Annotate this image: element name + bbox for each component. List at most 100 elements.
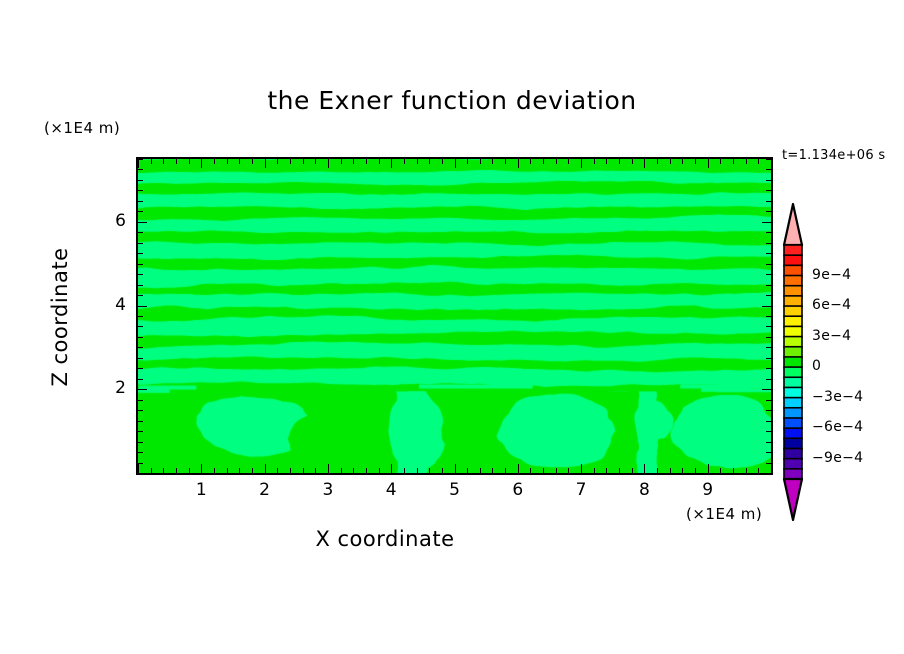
x-tick-top bbox=[606, 159, 608, 164]
x-tick bbox=[581, 464, 583, 473]
y-tick-right bbox=[766, 410, 771, 412]
y-axis-title: Z coordinate bbox=[48, 247, 72, 387]
x-tick bbox=[479, 468, 481, 473]
y-tick bbox=[138, 441, 143, 443]
y-tick bbox=[138, 336, 143, 338]
y-tick-right bbox=[766, 378, 771, 380]
colorbar-tick-label: 6e−4 bbox=[812, 297, 852, 314]
x-tick-top bbox=[315, 159, 317, 164]
x-tick-top bbox=[657, 159, 659, 164]
x-tick bbox=[138, 464, 139, 473]
y-tick-right bbox=[766, 357, 771, 359]
y-tick bbox=[138, 473, 143, 474]
x-tick-top bbox=[745, 159, 747, 164]
x-tick-top bbox=[720, 159, 722, 164]
x-tick-top bbox=[277, 159, 279, 164]
x-tick bbox=[188, 468, 190, 473]
x-tick bbox=[416, 468, 418, 473]
x-tick bbox=[771, 464, 772, 473]
y-tick-right bbox=[766, 263, 771, 265]
y-tick bbox=[138, 316, 143, 317]
y-tick-right bbox=[766, 169, 771, 171]
x-tick-top bbox=[733, 159, 735, 164]
x-tick-top bbox=[403, 159, 405, 164]
x-tick-label: 4 bbox=[385, 480, 397, 500]
x-tick-top bbox=[188, 159, 190, 164]
x-tick bbox=[631, 468, 633, 473]
colorbar bbox=[779, 203, 807, 521]
x-tick-top bbox=[568, 159, 570, 164]
y-tick bbox=[138, 263, 143, 265]
x-tick-top bbox=[201, 159, 203, 168]
x-tick-top bbox=[543, 159, 545, 164]
colorbar-tick-label: 0 bbox=[812, 358, 822, 375]
x-tick bbox=[340, 468, 342, 473]
x-tick bbox=[264, 464, 266, 473]
colorbar-tick-label: 9e−4 bbox=[812, 266, 852, 283]
x-tick-top bbox=[492, 159, 494, 164]
x-tick bbox=[657, 468, 659, 473]
y-tick bbox=[138, 420, 143, 422]
x-tick-label: 6 bbox=[512, 480, 524, 500]
x-tick-top bbox=[505, 159, 507, 164]
y-tick-label: 2 bbox=[115, 378, 126, 399]
y-tick-right bbox=[766, 253, 771, 255]
plot-area bbox=[136, 157, 773, 475]
x-tick bbox=[441, 468, 443, 473]
x-tick bbox=[619, 468, 621, 473]
y-tick bbox=[138, 389, 147, 391]
x-tick bbox=[758, 468, 760, 473]
colorbar-tick-label: −6e−4 bbox=[812, 419, 864, 436]
x-tick-top bbox=[682, 159, 684, 164]
x-tick-top bbox=[391, 159, 393, 168]
y-tick-right bbox=[766, 211, 771, 213]
x-tick bbox=[467, 468, 469, 473]
x-tick bbox=[492, 468, 494, 473]
y-tick bbox=[138, 357, 143, 359]
y-tick-label: 6 bbox=[115, 210, 126, 231]
x-tick bbox=[403, 468, 405, 473]
x-tick bbox=[201, 464, 203, 473]
x-tick-top bbox=[163, 159, 165, 164]
x-tick bbox=[644, 464, 646, 473]
x-tick bbox=[391, 464, 393, 473]
y-tick-right bbox=[766, 473, 771, 474]
x-tick bbox=[429, 468, 431, 473]
y-tick bbox=[138, 431, 143, 433]
x-tick-top bbox=[644, 159, 646, 168]
x-tick-top bbox=[479, 159, 481, 164]
x-tick-top bbox=[771, 159, 772, 168]
x-tick-top bbox=[593, 159, 595, 164]
x-tick-label: 9 bbox=[702, 480, 714, 500]
x-tick-top bbox=[669, 159, 671, 164]
x-tick bbox=[378, 468, 380, 473]
x-tick-top bbox=[517, 159, 519, 168]
y-tick-right bbox=[766, 336, 771, 338]
y-tick bbox=[138, 368, 143, 370]
y-tick bbox=[138, 452, 143, 454]
x-tick bbox=[682, 468, 684, 473]
y-tick-right bbox=[762, 221, 771, 223]
x-tick-top bbox=[138, 159, 139, 168]
x-tick-top bbox=[213, 159, 215, 164]
x-tick bbox=[606, 468, 608, 473]
y-tick-right bbox=[766, 347, 771, 349]
x-tick-top bbox=[530, 159, 532, 164]
x-tick bbox=[251, 468, 253, 473]
x-tick-top bbox=[619, 159, 621, 164]
x-tick-label: 5 bbox=[449, 480, 460, 500]
x-tick bbox=[733, 468, 735, 473]
x-tick bbox=[695, 468, 697, 473]
x-tick bbox=[213, 468, 215, 473]
y-tick-right bbox=[766, 274, 771, 276]
x-tick-top bbox=[467, 159, 469, 164]
y-axis-unit-label: (×1E4 m) bbox=[44, 119, 121, 137]
y-tick bbox=[138, 232, 143, 234]
y-tick bbox=[138, 462, 143, 464]
x-tick-label: 3 bbox=[322, 480, 334, 500]
x-tick bbox=[568, 468, 570, 473]
x-tick-label: 8 bbox=[638, 480, 650, 500]
y-tick-right bbox=[766, 316, 771, 317]
contour-field bbox=[138, 159, 771, 473]
y-tick-right bbox=[766, 441, 771, 443]
